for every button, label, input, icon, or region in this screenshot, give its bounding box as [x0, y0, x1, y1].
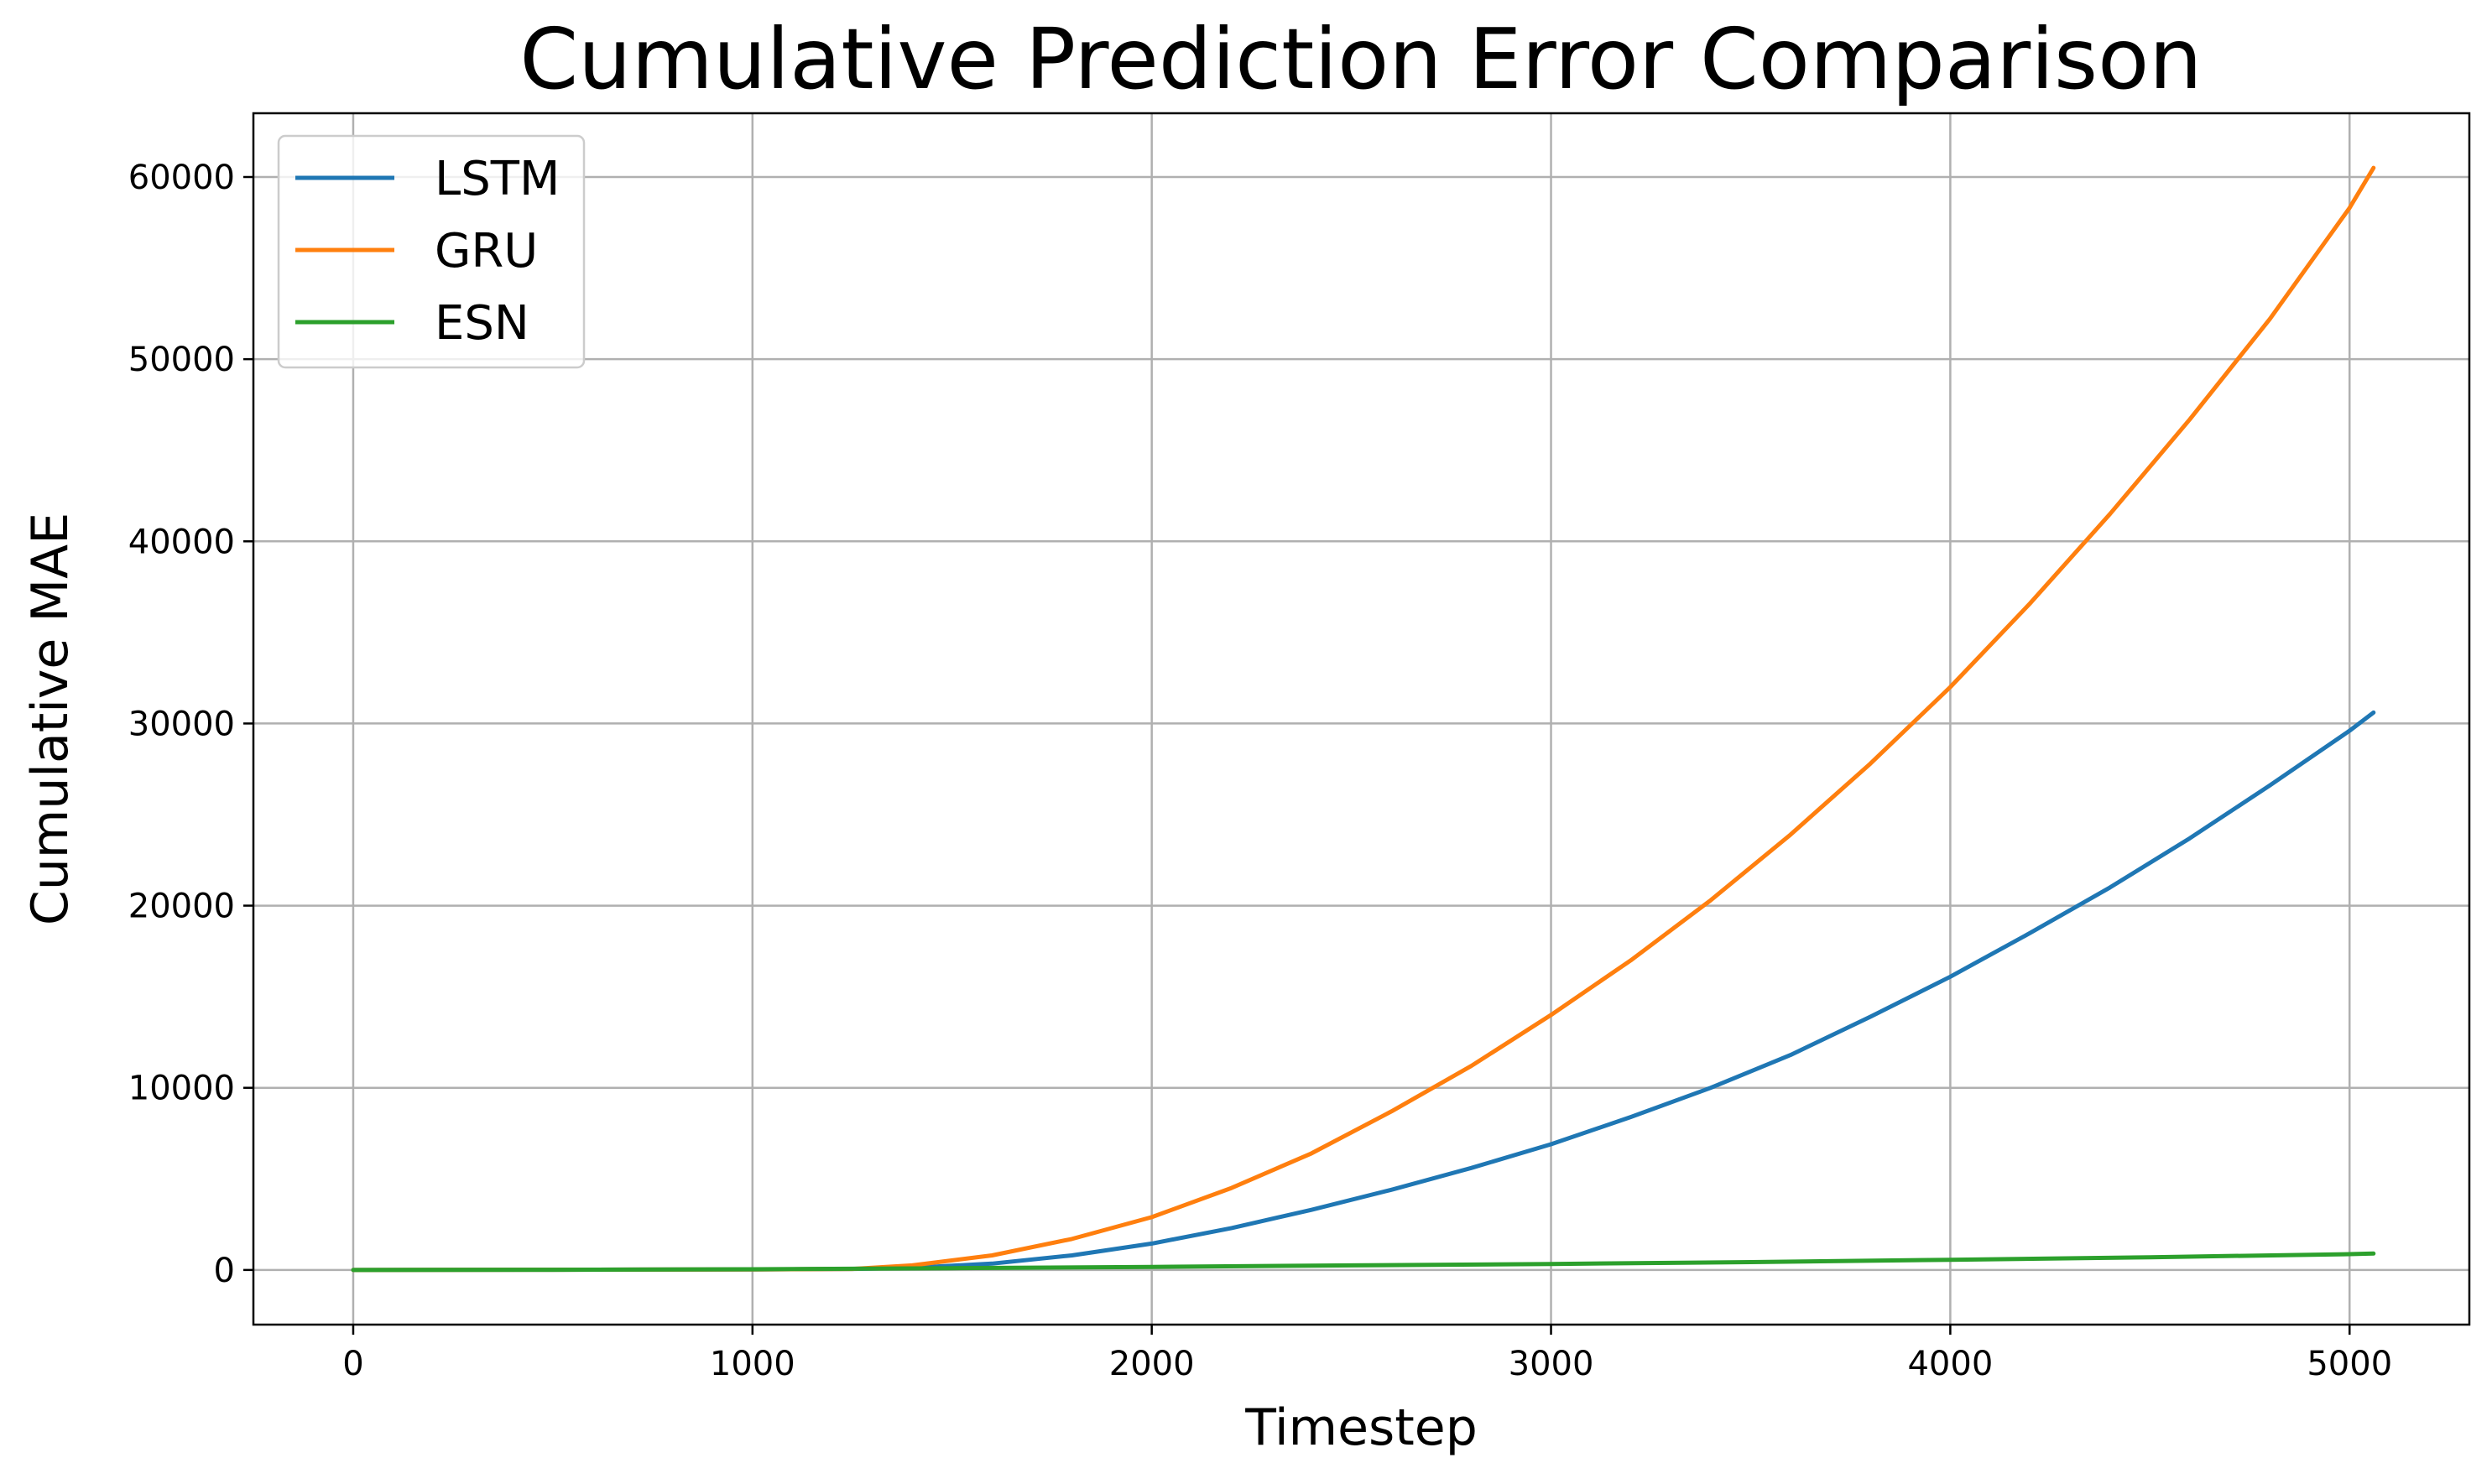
x-axis-title: Timestep: [1244, 1398, 1478, 1457]
x-tick-label: 4000: [1907, 1345, 1993, 1383]
y-tick-label: 30000: [128, 705, 235, 743]
legend-label-gru: GRU: [435, 224, 538, 279]
legend-box: [277, 134, 586, 369]
x-tick-label: 2000: [1109, 1345, 1195, 1383]
series-line-esn: [351, 1251, 2376, 1273]
x-tick-label: 0: [342, 1345, 363, 1383]
y-tick-label: 0: [214, 1252, 235, 1290]
y-tick-label: 20000: [128, 888, 235, 926]
legend-label-esn: ESN: [435, 296, 529, 351]
plot-frame: [252, 112, 2471, 1326]
y-tick-label: 10000: [128, 1070, 235, 1108]
chart-title: Cumulative Prediction Error Comparison: [519, 10, 2202, 108]
grid: [253, 113, 2469, 1325]
series-lines: [351, 165, 2376, 1273]
y-tick-label: 60000: [128, 159, 235, 197]
axis-ticks: 0 1000 2000 3000 4000 50000100002000030000400…: [128, 159, 2392, 1383]
x-tick-label: 5000: [2307, 1345, 2392, 1383]
y-tick-label: 50000: [128, 341, 235, 379]
legend: LSTM GRU ESN: [277, 134, 586, 369]
y-axis-title: Cumulative MAE: [21, 513, 80, 925]
series-line-gru: [351, 165, 2376, 1273]
x-tick-label: 1000: [710, 1345, 795, 1383]
x-tick-label: 3000: [1509, 1345, 1594, 1383]
legend-label-lstm: LSTM: [435, 152, 560, 206]
y-tick-label: 40000: [128, 523, 235, 561]
